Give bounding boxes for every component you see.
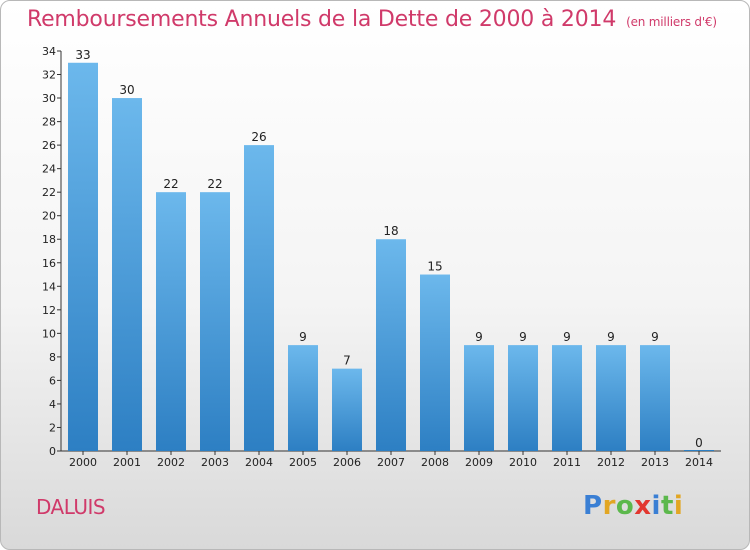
x-tick-label: 2008	[421, 456, 449, 469]
bar-2008	[420, 274, 450, 451]
bar-2004	[244, 145, 274, 451]
bar-2000	[68, 62, 98, 451]
x-tick-label: 2001	[113, 456, 141, 469]
bar-2001	[112, 98, 142, 451]
y-tick-label: 16	[42, 257, 56, 270]
data-label-2012: 9	[607, 330, 615, 344]
bar-2010	[508, 345, 538, 451]
bar-2003	[200, 192, 230, 452]
x-tick-label: 2012	[597, 456, 625, 469]
y-tick-label: 34	[42, 45, 56, 58]
data-label-2003: 22	[207, 177, 222, 191]
data-label-2013: 9	[651, 330, 659, 344]
bar-2005	[288, 345, 318, 451]
y-tick-label: 28	[42, 116, 56, 129]
chart-title: Remboursements Annuels de la Dette de 20…	[27, 7, 717, 32]
y-tick-label: 18	[42, 233, 56, 246]
x-tick-label: 2003	[201, 456, 229, 469]
logo-letter: o	[615, 491, 635, 521]
y-tick-label: 20	[42, 210, 56, 223]
logo-letter: i	[651, 491, 661, 521]
y-tick-label: 0	[49, 445, 56, 458]
y-tick-label: 6	[49, 374, 56, 387]
data-label-2001: 30	[119, 83, 134, 97]
bar-2012	[596, 345, 626, 451]
data-label-2007: 18	[383, 224, 398, 238]
data-label-2014: 0	[695, 436, 703, 450]
data-label-2008: 15	[427, 260, 442, 274]
x-tick-label: 2014	[685, 456, 713, 469]
chart-title-unit: (en milliers d'€)	[626, 15, 717, 29]
logo-letter: P	[583, 491, 603, 521]
data-label-2000: 33	[75, 48, 90, 62]
y-tick-label: 26	[42, 139, 56, 152]
x-tick-label: 2006	[333, 456, 361, 469]
bar-2006	[332, 368, 362, 451]
y-tick-label: 14	[42, 280, 56, 293]
x-tick-label: 2013	[641, 456, 669, 469]
x-tick-label: 2005	[289, 456, 317, 469]
data-label-2009: 9	[475, 330, 483, 344]
x-tick-label: 2010	[509, 456, 537, 469]
data-label-2005: 9	[299, 330, 307, 344]
y-tick-label: 30	[42, 92, 56, 105]
y-tick-label: 8	[49, 351, 56, 364]
data-label-2011: 9	[563, 330, 571, 344]
data-label-2002: 22	[163, 177, 178, 191]
data-label-2006: 7	[343, 354, 351, 368]
bar-2007	[376, 239, 406, 451]
bar-2002	[156, 192, 186, 452]
y-tick-label: 24	[42, 163, 56, 176]
logo-letter: i	[673, 491, 684, 521]
y-tick-label: 2	[49, 421, 56, 434]
y-tick-label: 32	[42, 69, 56, 82]
logo-letter: r	[602, 491, 616, 521]
chart-title-main: Remboursements Annuels de la Dette de 20…	[27, 7, 617, 32]
y-tick-label: 12	[42, 304, 56, 317]
y-tick-label: 10	[42, 327, 56, 340]
x-tick-label: 2004	[245, 456, 273, 469]
bar-2013	[640, 345, 670, 451]
x-tick-label: 2000	[69, 456, 97, 469]
x-tick-label: 2002	[157, 456, 185, 469]
logo-letter: t	[660, 491, 674, 521]
bar-2009	[464, 345, 494, 451]
y-tick-label: 4	[49, 398, 56, 411]
y-tick-label: 22	[42, 186, 56, 199]
logo-letter: x	[634, 491, 652, 521]
place-name: DALUIS	[36, 495, 106, 519]
bar-2011	[552, 345, 582, 451]
data-label-2004: 26	[251, 130, 266, 144]
brand-logo: Proxiti	[583, 491, 683, 521]
x-tick-label: 2011	[553, 456, 581, 469]
data-label-2010: 9	[519, 330, 527, 344]
x-tick-label: 2009	[465, 456, 493, 469]
x-tick-label: 2007	[377, 456, 405, 469]
